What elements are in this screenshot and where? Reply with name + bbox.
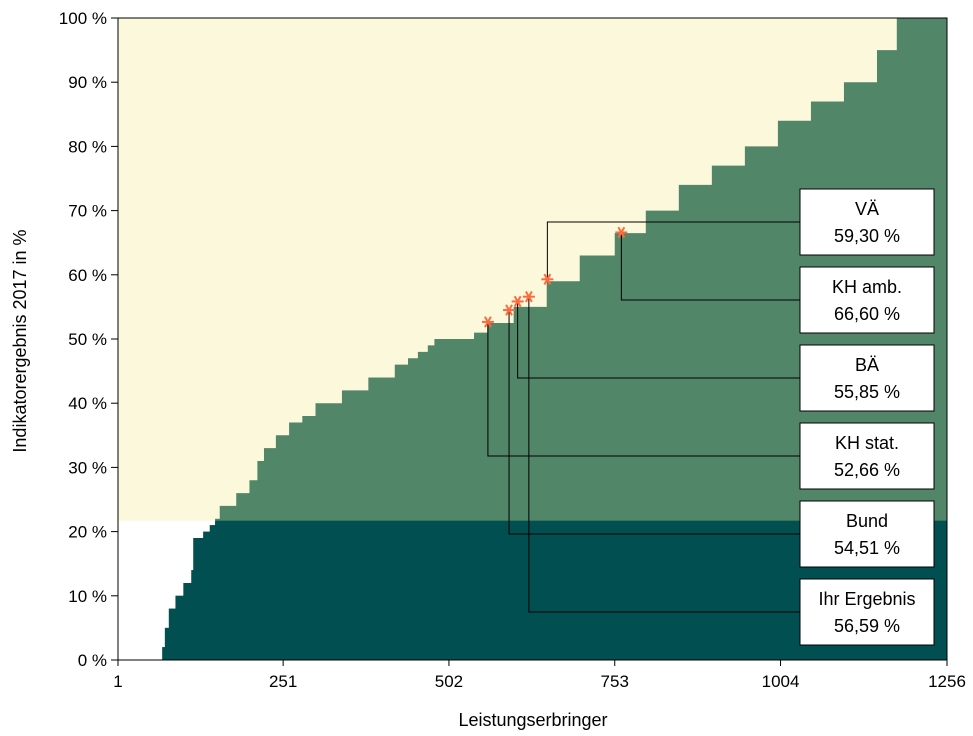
leader-line <box>517 301 800 379</box>
label-box: KH stat. 52,66 % <box>799 422 935 490</box>
asterisk-marker <box>541 273 554 285</box>
y-tick-label: 70 % <box>68 202 107 221</box>
asterisk-marker <box>481 316 494 328</box>
leader-line <box>528 296 800 613</box>
x-tick-label: 1256 <box>928 672 966 691</box>
y-axis-title: Indikatorergebnis 2017 in % <box>10 229 30 452</box>
label-box-name: KH stat. <box>835 433 899 453</box>
y-tick-label: 40 % <box>68 394 107 413</box>
label-box: VÄ 59,30 % <box>799 188 935 256</box>
y-tick-label: 50 % <box>68 330 107 349</box>
label-box: Bund 54,51 % <box>799 500 935 568</box>
label-box-value: 55,85 % <box>834 382 900 402</box>
y-tick-label: 80 % <box>68 137 107 156</box>
leader-line <box>508 310 800 535</box>
x-axis-title: Leistungserbringer <box>458 710 607 730</box>
y-tick-label: 10 % <box>68 587 107 606</box>
asterisk-marker <box>503 304 516 316</box>
label-box: KH amb. 66,60 % <box>799 266 935 334</box>
leader-lines <box>487 221 800 613</box>
x-tick-label: 1 <box>113 672 122 691</box>
label-box-value: 56,59 % <box>834 616 900 636</box>
label-box-value: 52,66 % <box>834 460 900 480</box>
label-box-name: BÄ <box>855 355 879 375</box>
label-box-frame <box>799 344 935 412</box>
axes: 0 % 10 % 20 % 30 % 40 % 50 % 60 % 70 % 80 % 90 % 1… <box>59 9 966 691</box>
label-box-frame <box>799 266 935 334</box>
label-boxes: VÄ 59,30 % KH amb. 66,60 % BÄ 55,85 % KH stat.… <box>799 188 935 646</box>
leader-line <box>546 221 800 280</box>
label-box: BÄ 55,85 % <box>799 344 935 412</box>
label-box-name: VÄ <box>855 199 879 219</box>
label-box-frame <box>799 422 935 490</box>
leader-line <box>487 321 800 457</box>
label-box-name: Bund <box>846 511 888 531</box>
y-tick-label: 90 % <box>68 73 107 92</box>
asterisk-marker <box>522 290 535 303</box>
label-box-value: 66,60 % <box>834 304 900 324</box>
asterisk-marker <box>511 295 524 308</box>
y-tick-label: 20 % <box>68 523 107 542</box>
label-box-value: 59,30 % <box>834 226 900 246</box>
label-box: Ihr Ergebnis 56,59 % <box>799 578 935 646</box>
curve-area <box>160 18 947 660</box>
label-box-name: KH amb. <box>832 277 902 297</box>
label-box-frame <box>799 188 935 256</box>
x-tick-label: 1004 <box>762 672 800 691</box>
result-markers <box>481 226 628 328</box>
x-tick-label: 502 <box>435 672 463 691</box>
x-tick-label: 251 <box>269 672 297 691</box>
y-tick-label: 100 % <box>59 9 107 28</box>
leader-line <box>620 232 800 301</box>
y-tick-label: 60 % <box>68 266 107 285</box>
y-tick-label: 30 % <box>68 458 107 477</box>
label-box-frame <box>799 578 935 646</box>
label-box-name: Ihr Ergebnis <box>818 589 915 609</box>
asterisk-marker <box>615 226 628 239</box>
label-box-value: 54,51 % <box>834 538 900 558</box>
x-tick-label: 753 <box>601 672 629 691</box>
label-box-frame <box>799 500 935 568</box>
y-tick-label: 0 % <box>78 651 107 670</box>
